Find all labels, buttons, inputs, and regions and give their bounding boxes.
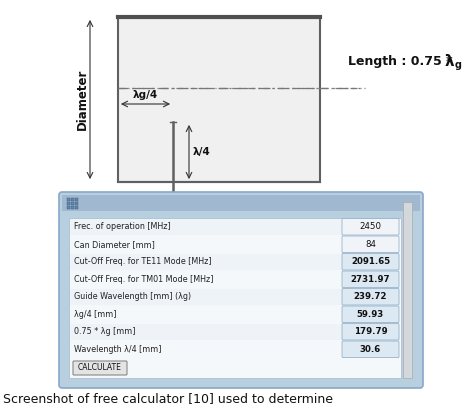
FancyBboxPatch shape (342, 306, 399, 322)
FancyBboxPatch shape (342, 289, 399, 305)
Bar (70, 341, 400, 357)
Text: 179.79: 179.79 (354, 327, 387, 336)
FancyBboxPatch shape (73, 361, 127, 375)
Text: λg/4 [mm]: λg/4 [mm] (74, 310, 117, 319)
Bar (70, 306, 400, 322)
Bar (75, 202, 78, 205)
FancyBboxPatch shape (342, 271, 399, 287)
Bar (67, 206, 70, 209)
Bar (167, 200, 179, 210)
Bar (70, 236, 400, 252)
Text: Wavelength λ/4 [mm]: Wavelength λ/4 [mm] (74, 345, 162, 354)
Bar (71, 202, 74, 205)
FancyBboxPatch shape (59, 192, 423, 388)
Text: Guide Wavelength [mm] (λg): Guide Wavelength [mm] (λg) (74, 292, 191, 301)
Text: Frec. of operation [MHz]: Frec. of operation [MHz] (74, 222, 171, 231)
Bar (70, 254, 400, 270)
Text: Length : 0.75 *: Length : 0.75 * (348, 55, 457, 68)
Bar (70, 271, 400, 287)
Text: Cut-Off Freq. for TE11 Mode [MHz]: Cut-Off Freq. for TE11 Mode [MHz] (74, 257, 211, 266)
Text: λ/4: λ/4 (193, 147, 211, 157)
FancyBboxPatch shape (342, 341, 399, 357)
FancyBboxPatch shape (342, 236, 399, 252)
Bar (70, 219, 400, 235)
Text: 2450: 2450 (359, 222, 382, 231)
Bar (67, 198, 70, 201)
Bar (75, 198, 78, 201)
Bar (118, 17, 320, 182)
Bar (71, 206, 74, 209)
Text: Screenshot of free calculator [10] used to determine: Screenshot of free calculator [10] used … (3, 392, 333, 405)
Text: g: g (455, 60, 462, 70)
Text: CALCULATE: CALCULATE (78, 363, 122, 372)
Bar (75, 206, 78, 209)
Text: 2731.97: 2731.97 (351, 275, 390, 284)
Text: 0.75 * λg [mm]: 0.75 * λg [mm] (74, 327, 136, 336)
Bar (403, 202, 412, 378)
Text: 30.6: 30.6 (360, 345, 381, 354)
Text: Can Diameter [mm]: Can Diameter [mm] (74, 240, 155, 249)
FancyBboxPatch shape (342, 324, 399, 340)
Bar (71, 198, 74, 201)
Text: 84: 84 (365, 240, 376, 249)
Bar (70, 324, 400, 340)
Bar (69, 218, 401, 378)
Text: λ: λ (445, 55, 455, 70)
Text: Cut-Off Freq. for TM01 Mode [MHz]: Cut-Off Freq. for TM01 Mode [MHz] (74, 275, 213, 284)
Text: 59.93: 59.93 (357, 310, 384, 319)
Bar (62, 195, 420, 211)
FancyBboxPatch shape (342, 254, 399, 270)
Bar (67, 202, 70, 205)
Text: 2091.65: 2091.65 (351, 257, 390, 266)
FancyBboxPatch shape (342, 219, 399, 235)
Text: λg/4: λg/4 (133, 90, 158, 100)
Bar (70, 289, 400, 305)
Text: Diameter: Diameter (75, 69, 89, 130)
Text: 239.72: 239.72 (354, 292, 387, 301)
